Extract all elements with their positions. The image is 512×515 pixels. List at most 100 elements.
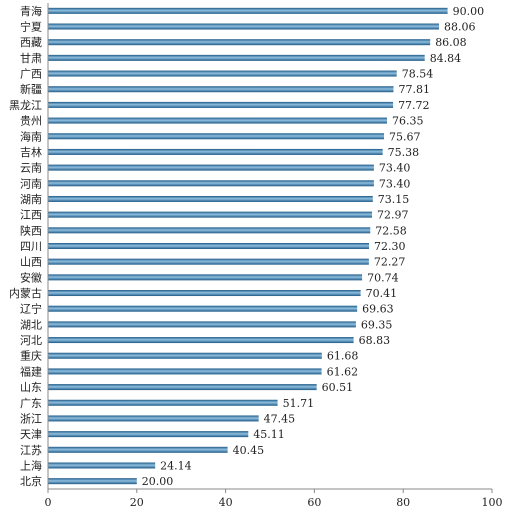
value-label: 75.38 bbox=[388, 146, 420, 159]
bar bbox=[48, 23, 439, 30]
category-labels: 青海宁夏西藏甘肃广西新疆黑龙江贵州海南吉林云南河南湖南江西陕西四川山西安徽内蒙古… bbox=[9, 4, 42, 488]
value-label: 51.71 bbox=[283, 397, 315, 410]
category-label: 吉林 bbox=[20, 145, 42, 159]
category-label: 河北 bbox=[20, 334, 42, 347]
bar bbox=[48, 39, 431, 46]
value-label: 61.62 bbox=[327, 365, 359, 378]
category-label: 内蒙古 bbox=[9, 286, 42, 300]
bar bbox=[48, 133, 384, 140]
category-label: 新疆 bbox=[20, 82, 42, 96]
category-label: 重庆 bbox=[20, 349, 42, 363]
x-tick-label: 0 bbox=[45, 496, 52, 509]
value-label: 70.74 bbox=[367, 271, 399, 284]
category-label: 宁夏 bbox=[20, 20, 42, 34]
bar bbox=[48, 431, 249, 438]
bar bbox=[48, 446, 228, 453]
category-label: 山西 bbox=[20, 256, 42, 269]
bar bbox=[48, 274, 363, 281]
value-label: 73.40 bbox=[379, 162, 411, 175]
bar bbox=[48, 478, 137, 485]
bar bbox=[48, 227, 371, 234]
bar bbox=[48, 180, 374, 187]
category-label: 青海 bbox=[20, 4, 42, 18]
bar bbox=[48, 321, 356, 328]
category-label: 浙江 bbox=[20, 412, 42, 425]
category-label: 广西 bbox=[20, 68, 42, 81]
category-label: 贵州 bbox=[20, 115, 42, 128]
bar bbox=[48, 211, 372, 218]
category-label: 陕西 bbox=[20, 223, 42, 237]
category-label: 四川 bbox=[20, 240, 42, 253]
x-tick-label: 40 bbox=[219, 496, 233, 509]
bar bbox=[48, 148, 383, 155]
bar bbox=[48, 7, 448, 14]
category-label: 西藏 bbox=[20, 36, 42, 49]
bar bbox=[48, 70, 397, 77]
bar bbox=[48, 164, 374, 171]
value-label: 73.40 bbox=[379, 177, 411, 190]
value-label: 70.41 bbox=[366, 287, 398, 300]
category-label: 山东 bbox=[20, 381, 42, 394]
value-label: 45.11 bbox=[253, 428, 284, 441]
bar bbox=[48, 368, 322, 375]
value-label: 69.35 bbox=[361, 318, 393, 331]
value-label: 84.84 bbox=[430, 52, 462, 65]
value-label: 90.00 bbox=[453, 5, 485, 18]
category-label: 河南 bbox=[20, 177, 42, 190]
bar bbox=[48, 305, 358, 312]
value-label: 72.58 bbox=[375, 224, 407, 237]
category-label: 安徽 bbox=[20, 270, 42, 284]
value-label: 72.27 bbox=[374, 256, 406, 269]
value-labels: 90.00 88.06 86.08 84.84 78.54 77.81 77.72 76.35… bbox=[142, 5, 484, 488]
value-label: 78.54 bbox=[402, 68, 434, 81]
x-tick-label: 100 bbox=[482, 496, 503, 509]
category-label: 云南 bbox=[20, 162, 42, 175]
category-label: 福建 bbox=[20, 364, 42, 378]
value-label: 68.83 bbox=[359, 334, 391, 347]
value-label: 73.15 bbox=[378, 193, 410, 206]
value-label: 61.68 bbox=[327, 350, 359, 363]
bar bbox=[48, 462, 156, 469]
bar bbox=[48, 117, 387, 124]
bar bbox=[48, 384, 317, 391]
value-label: 60.51 bbox=[322, 381, 354, 394]
value-label: 77.81 bbox=[398, 83, 430, 96]
category-label: 北京 bbox=[20, 474, 42, 488]
category-label: 辽宁 bbox=[20, 302, 42, 316]
bar bbox=[48, 399, 278, 406]
value-label: 88.06 bbox=[444, 21, 476, 34]
category-label: 湖北 bbox=[20, 318, 42, 331]
value-label: 86.08 bbox=[435, 36, 467, 49]
category-label: 天津 bbox=[20, 428, 42, 441]
category-label: 甘肃 bbox=[20, 52, 42, 65]
category-label: 湖南 bbox=[20, 193, 42, 206]
bar bbox=[48, 290, 361, 297]
bar bbox=[48, 258, 369, 265]
bar bbox=[48, 352, 322, 359]
value-label: 76.35 bbox=[392, 115, 424, 128]
bars-group bbox=[48, 7, 448, 485]
bar bbox=[48, 337, 354, 344]
category-label: 江苏 bbox=[20, 444, 42, 457]
value-label: 24.14 bbox=[160, 459, 192, 472]
value-label: 72.97 bbox=[377, 209, 409, 222]
bar bbox=[48, 415, 259, 422]
value-label: 40.45 bbox=[233, 444, 265, 457]
x-tick-label: 60 bbox=[307, 496, 321, 509]
x-axis: 0 20 40 60 80 100 bbox=[45, 3, 503, 509]
category-label: 江西 bbox=[20, 209, 42, 222]
bar bbox=[48, 195, 373, 202]
category-label: 黑龙江 bbox=[9, 99, 42, 112]
x-tick-label: 20 bbox=[130, 496, 144, 509]
value-label: 72.30 bbox=[374, 240, 406, 253]
category-label: 广东 bbox=[20, 397, 42, 410]
value-label: 77.72 bbox=[398, 99, 430, 112]
value-label: 20.00 bbox=[142, 475, 174, 488]
x-tick-label: 80 bbox=[396, 496, 410, 509]
category-label: 上海 bbox=[20, 458, 42, 472]
bar bbox=[48, 86, 394, 93]
category-label: 海南 bbox=[20, 129, 42, 143]
value-label: 75.67 bbox=[389, 130, 421, 143]
bar bbox=[48, 243, 370, 249]
